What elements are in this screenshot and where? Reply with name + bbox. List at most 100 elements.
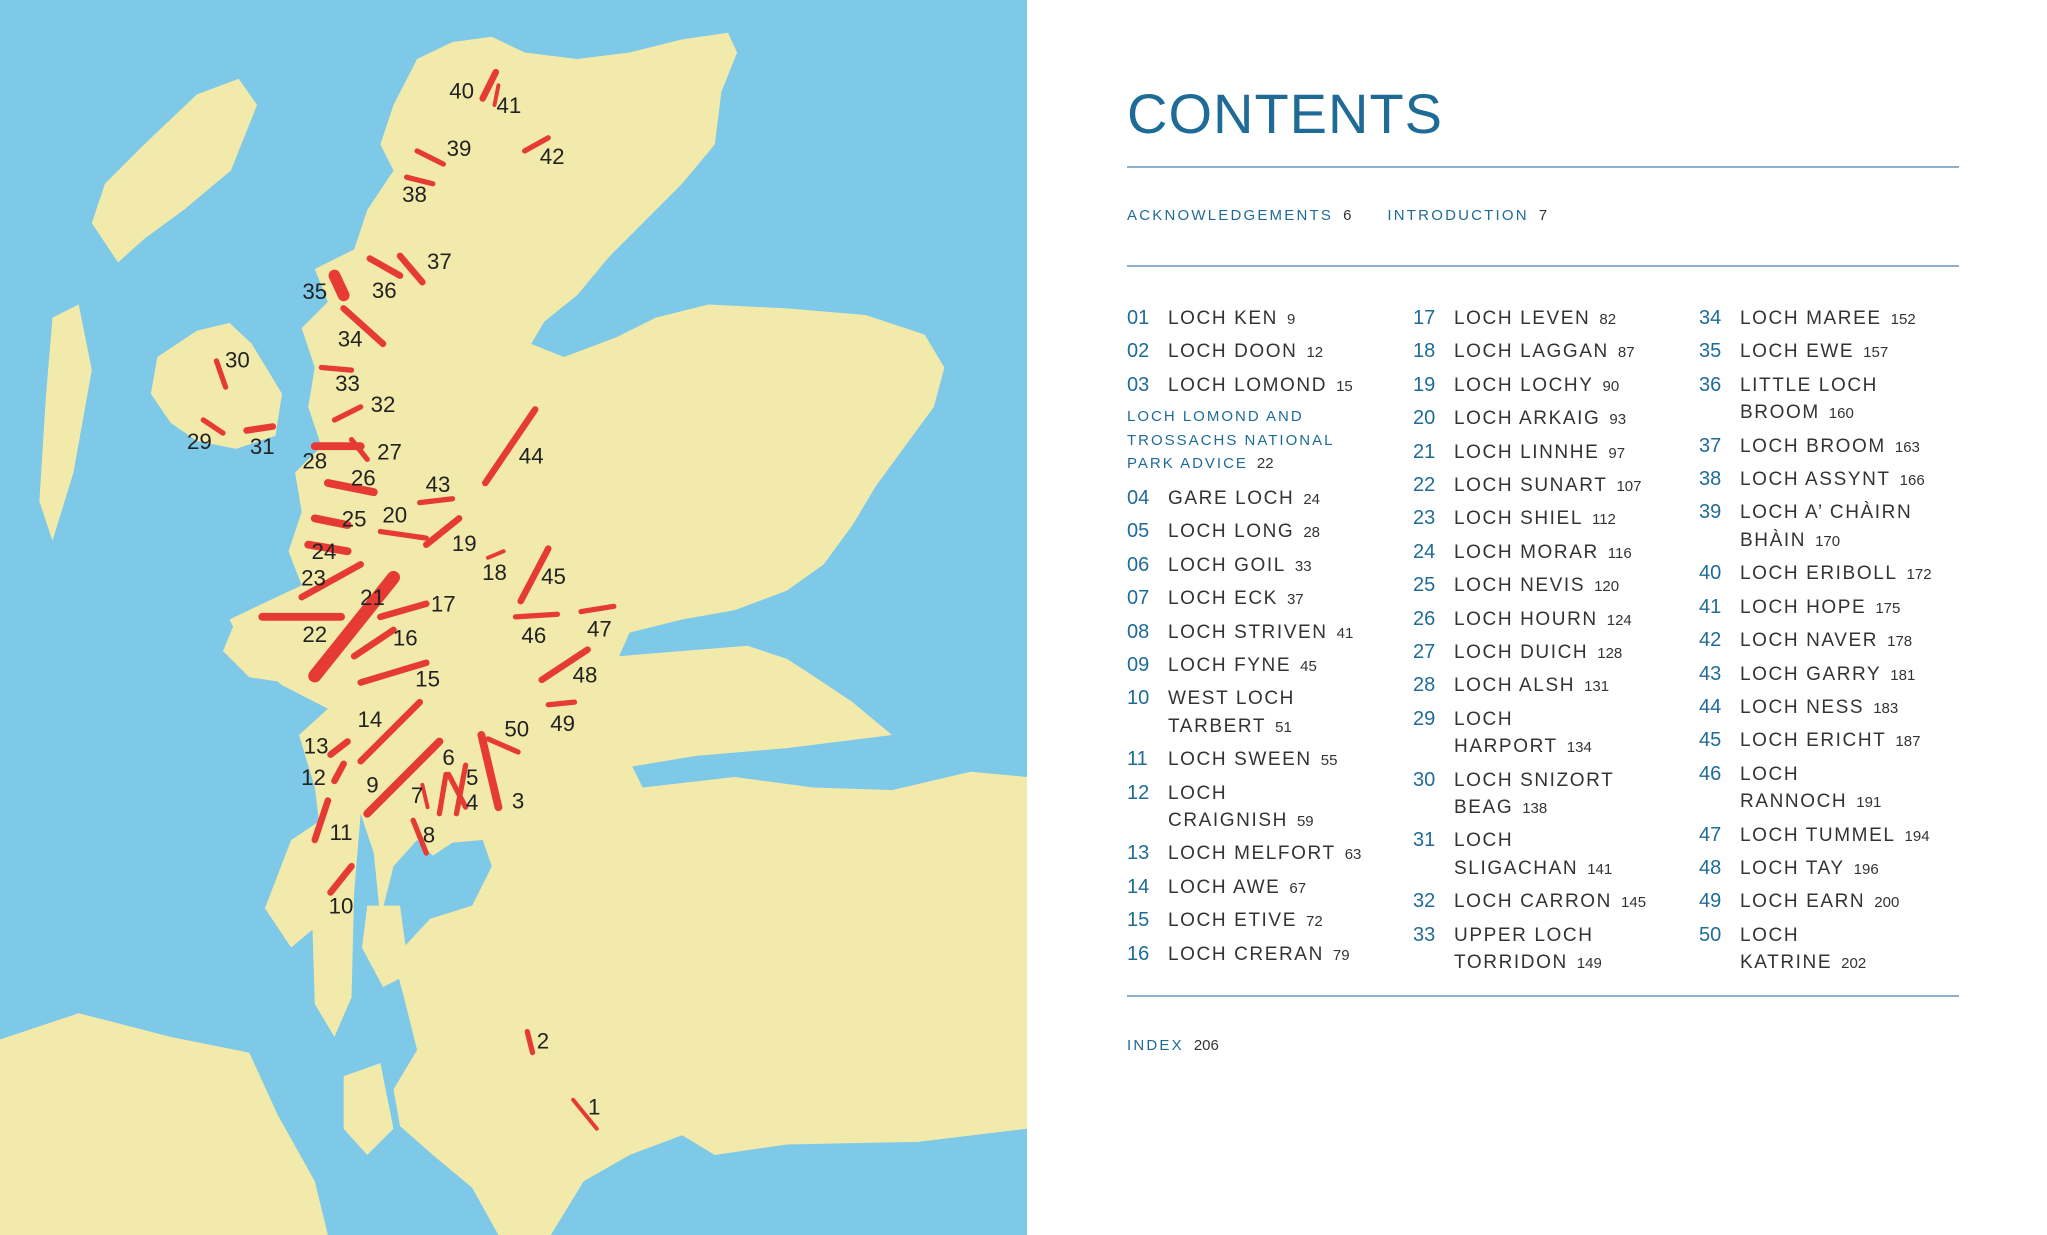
entry-title-line: LOCH MORAR 116: [1454, 539, 1632, 568]
contents-entry[interactable]: 18 LOCH LAGGAN 87: [1413, 338, 1693, 367]
contents-entry[interactable]: 07 LOCH ECK 37: [1127, 585, 1407, 614]
contents-entry[interactable]: 10 WEST LOCH TARBERT 51: [1127, 685, 1407, 741]
map-label-33: 33: [335, 371, 360, 396]
contents-entry[interactable]: 21 LOCH LINNHE 97: [1413, 439, 1693, 468]
contents-entry[interactable]: 03 LOCH LOMOND 15: [1127, 372, 1407, 401]
entry-page: 194: [1904, 827, 1930, 845]
contents-entry[interactable]: 42 LOCH NAVER 178: [1699, 627, 1979, 656]
entry-title-text: LOCH LOCHY: [1454, 374, 1594, 396]
contents-entry[interactable]: 09 LOCH FYNE 45: [1127, 652, 1407, 681]
entry-title-line: LOCH LEVEN 82: [1454, 305, 1616, 334]
map-label-21: 21: [360, 585, 385, 610]
contents-entry[interactable]: 26 LOCH HOURN 124: [1413, 606, 1693, 635]
park-advice-page: 22: [1256, 455, 1274, 473]
contents-entry[interactable]: 02 LOCH DOON 12: [1127, 338, 1407, 367]
front-matter-item[interactable]: INTRODUCTION 7: [1387, 207, 1547, 224]
entry-title-line: LOCH GOIL 33: [1168, 552, 1312, 581]
contents-entry[interactable]: 43 LOCH GARRY 181: [1699, 661, 1979, 690]
entry-number: 33: [1413, 923, 1436, 946]
entry-title-line: LOCH EARN 200: [1740, 888, 1899, 917]
contents-entry[interactable]: 32 LOCH CARRON 145: [1413, 888, 1693, 917]
contents-entry[interactable]: 29 LOCH HARPORT 134: [1413, 706, 1693, 762]
front-matter-page: 7: [1538, 207, 1548, 224]
loch-mark-31: [243, 423, 277, 434]
front-matter-label: ACKNOWLEDGEMENTS: [1127, 207, 1334, 224]
contents-entry[interactable]: 06 LOCH GOIL 33: [1127, 552, 1407, 581]
park-advice-entry[interactable]: LOCH LOMOND AND TROSSACHS NATIONAL PARK AD…: [1127, 405, 1407, 476]
contents-entry[interactable]: 40 LOCH ERIBOLL 172: [1699, 560, 1979, 589]
entry-title-text: LITTLE LOCH: [1740, 374, 1878, 396]
contents-entry[interactable]: 46 LOCH RANNOCH 191: [1699, 761, 1979, 817]
contents-entry[interactable]: 13 LOCH MELFORT 63: [1127, 840, 1407, 869]
contents-entry[interactable]: 04 GARE LOCH 24: [1127, 485, 1407, 514]
park-advice-text: PARK ADVICE: [1127, 455, 1248, 473]
contents-entry[interactable]: 34 LOCH MAREE 152: [1699, 305, 1979, 334]
entry-page: 163: [1894, 438, 1920, 456]
contents-entry[interactable]: 11 LOCH SWEEN 55: [1127, 746, 1407, 775]
entry-title-text: WEST LOCH: [1168, 688, 1296, 710]
loch-mark-17: [377, 600, 430, 621]
entry-page: 82: [1599, 311, 1617, 328]
contents-entry[interactable]: 27 LOCH DUICH 128: [1413, 639, 1693, 668]
contents-entry[interactable]: 35 LOCH EWE 157: [1699, 338, 1979, 367]
contents-entry[interactable]: 41 LOCH HOPE 175: [1699, 594, 1979, 623]
contents-entry[interactable]: 36 LITTLE LOCH BROOM 160: [1699, 372, 1979, 428]
contents-entry[interactable]: 39 LOCH A’ CHÀIRN BHÀIN 170: [1699, 499, 1979, 555]
contents-entry[interactable]: 44 LOCH NESS 183: [1699, 694, 1979, 723]
entry-number: 45: [1699, 729, 1722, 752]
contents-entry[interactable]: 08 LOCH STRIVEN 41: [1127, 619, 1407, 648]
entry-title: LOCH MELFORT 63: [1168, 840, 1361, 869]
contents-column-2: 17 LOCH LEVEN 82 18 LOCH LAGGAN 87 19 LOCH LOCH…: [1413, 305, 1693, 983]
entry-title-text: CRAIGNISH: [1168, 810, 1288, 832]
map-label-31: 31: [250, 434, 275, 459]
entry-title-line: LOCH: [1454, 706, 1592, 734]
entry-title: LOCH NESS 183: [1740, 694, 1898, 723]
entry-page: 120: [1594, 578, 1620, 596]
contents-entry[interactable]: 33 UPPER LOCH TORRIDON 149: [1413, 922, 1693, 978]
entry-title: LOCH NEVIS 120: [1454, 572, 1619, 601]
contents-entry[interactable]: 49 LOCH EARN 200: [1699, 888, 1979, 917]
contents-entry[interactable]: 23 LOCH SHIEL 112: [1413, 505, 1693, 534]
entry-number: 17: [1413, 307, 1436, 329]
entry-title-line: SLIGACHAN 141: [1454, 855, 1612, 884]
map-label-41: 41: [497, 93, 522, 118]
contents-entry[interactable]: 05 LOCH LONG 28: [1127, 518, 1407, 547]
entry-title-text: LOCH LEVEN: [1454, 308, 1591, 329]
contents-entry[interactable]: 14 LOCH AWE 67: [1127, 874, 1407, 903]
contents-entry[interactable]: 25 LOCH NEVIS 120: [1413, 572, 1693, 601]
front-matter-item[interactable]: ACKNOWLEDGEMENTS 6: [1127, 207, 1351, 224]
entry-title: LOCH CARRON 145: [1454, 888, 1646, 917]
loch-mark-8: [410, 817, 429, 856]
entry-title: LOCH SNIZORT BEAG 138: [1454, 767, 1614, 823]
entry-title-line: GARE LOCH 24: [1168, 485, 1320, 514]
entry-number: 44: [1699, 695, 1722, 718]
loch-mark-32: [331, 404, 364, 423]
entry-title: LOCH SWEEN 55: [1168, 746, 1337, 775]
contents-entry[interactable]: 16 LOCH CRERAN 79: [1127, 941, 1407, 970]
contents-entry[interactable]: 24 LOCH MORAR 116: [1413, 539, 1693, 568]
entry-title: LOCH ERIBOLL 172: [1740, 560, 1932, 589]
contents-entry[interactable]: 20 LOCH ARKAIG 93: [1413, 405, 1693, 434]
contents-entry[interactable]: 22 LOCH SUNART 107: [1413, 472, 1693, 501]
contents-entry[interactable]: 31 LOCH SLIGACHAN 141: [1413, 827, 1693, 883]
contents-entry[interactable]: 17 LOCH LEVEN 82: [1413, 305, 1693, 334]
contents-entry[interactable]: 48 LOCH TAY 196: [1699, 855, 1979, 884]
map-label-32: 32: [371, 392, 396, 417]
contents-entry[interactable]: 30 LOCH SNIZORT BEAG 138: [1413, 767, 1693, 823]
loch-mark-6: [436, 771, 449, 817]
entry-title-text: BROOM: [1740, 402, 1820, 424]
contents-page: CONTENTS ACKNOWLEDGEMENTS 6 INTRODUCTION 7 …: [1127, 0, 1959, 1235]
contents-entry[interactable]: 19 LOCH LOCHY 90: [1413, 372, 1693, 401]
index-entry[interactable]: INDEX 206: [1127, 1037, 1219, 1054]
contents-entry[interactable]: 45 LOCH ERICHT 187: [1699, 727, 1979, 756]
contents-entry[interactable]: 01 LOCH KEN 9: [1127, 305, 1407, 334]
contents-entry[interactable]: 12 LOCH CRAIGNISH 59: [1127, 780, 1407, 836]
contents-entry[interactable]: 37 LOCH BROOM 163: [1699, 433, 1979, 462]
contents-entry[interactable]: 50 LOCH KATRINE 202: [1699, 922, 1979, 978]
contents-entry[interactable]: 38 LOCH ASSYNT 166: [1699, 466, 1979, 495]
contents-entry[interactable]: 47 LOCH TUMMEL 194: [1699, 822, 1979, 851]
entry-title-line: LOCH SNIZORT: [1454, 767, 1614, 795]
contents-entry[interactable]: 28 LOCH ALSH 131: [1413, 672, 1693, 701]
contents-entry[interactable]: 15 LOCH ETIVE 72: [1127, 907, 1407, 936]
map-label-49: 49: [550, 711, 575, 736]
